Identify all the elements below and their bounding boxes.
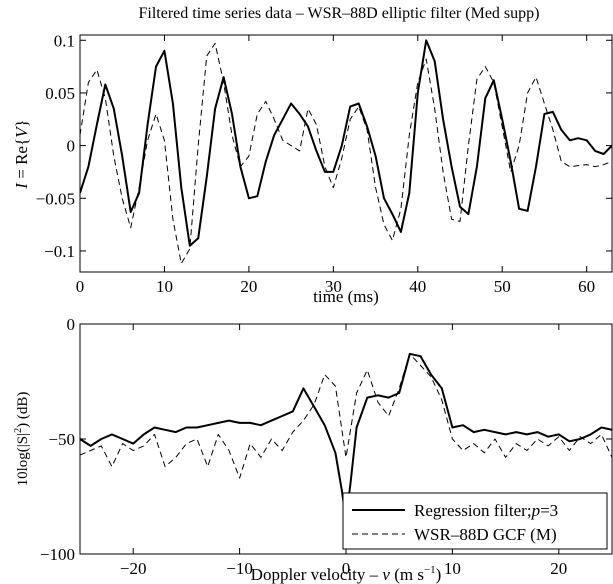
y-axis-label: 10log(|S|2) (dB) bbox=[13, 392, 31, 487]
legend-entry-regression: Regression filter;p=3 bbox=[414, 501, 558, 520]
legend: Regression filter;p=3 WSR–88D GCF (M) bbox=[342, 492, 608, 550]
plot-frame bbox=[79, 323, 613, 555]
x-tick-label: 0 bbox=[342, 559, 351, 578]
x-tick-label: 20 bbox=[550, 559, 567, 578]
time-series-panel: Filtered time series data – WSR–88D elli… bbox=[12, 5, 613, 306]
x-tick-label: 60 bbox=[578, 277, 595, 296]
y-tick-label: 0 bbox=[67, 315, 76, 334]
x-tick-label: −20 bbox=[120, 559, 147, 578]
x-tick-label: 10 bbox=[156, 277, 173, 296]
x-tick-label: 10 bbox=[444, 559, 461, 578]
y-tick-label: −0.05 bbox=[36, 189, 75, 208]
x-tick-label: 40 bbox=[409, 277, 426, 296]
y-tick-label: −100 bbox=[40, 545, 75, 564]
x-tick-label: 20 bbox=[240, 277, 257, 296]
x-tick-label: 0 bbox=[76, 277, 85, 296]
y-tick-label: −50 bbox=[48, 430, 75, 449]
legend-box bbox=[342, 492, 608, 550]
plot-frame bbox=[79, 34, 613, 273]
spectrum-panel: −20 −10 0 10 20 −100−500 Doppler velocity – … bbox=[13, 315, 613, 584]
chart-title: Filtered time series data – WSR–88D elli… bbox=[139, 5, 540, 22]
legend-entry-gcf: WSR–88D GCF (M) bbox=[414, 525, 557, 544]
x-axis-label: time (ms) bbox=[313, 287, 379, 306]
y-axis-label: I = Re{V} bbox=[12, 119, 31, 189]
series-line-dashed bbox=[80, 42, 612, 265]
y-tick-label: 0.1 bbox=[54, 31, 75, 50]
y-tick-label: 0 bbox=[67, 137, 76, 156]
y-tick-label: 0.05 bbox=[45, 84, 75, 103]
series-line-dashed bbox=[80, 353, 612, 479]
y-tick-label: −0.1 bbox=[44, 242, 75, 261]
series-line-solid bbox=[80, 39, 612, 247]
x-tick-label: −10 bbox=[226, 559, 253, 578]
x-axis-label: Doppler velocity – v (m s−1) bbox=[251, 564, 442, 584]
x-tick-label: 30 bbox=[325, 277, 342, 296]
x-tick-label: 50 bbox=[494, 277, 511, 296]
